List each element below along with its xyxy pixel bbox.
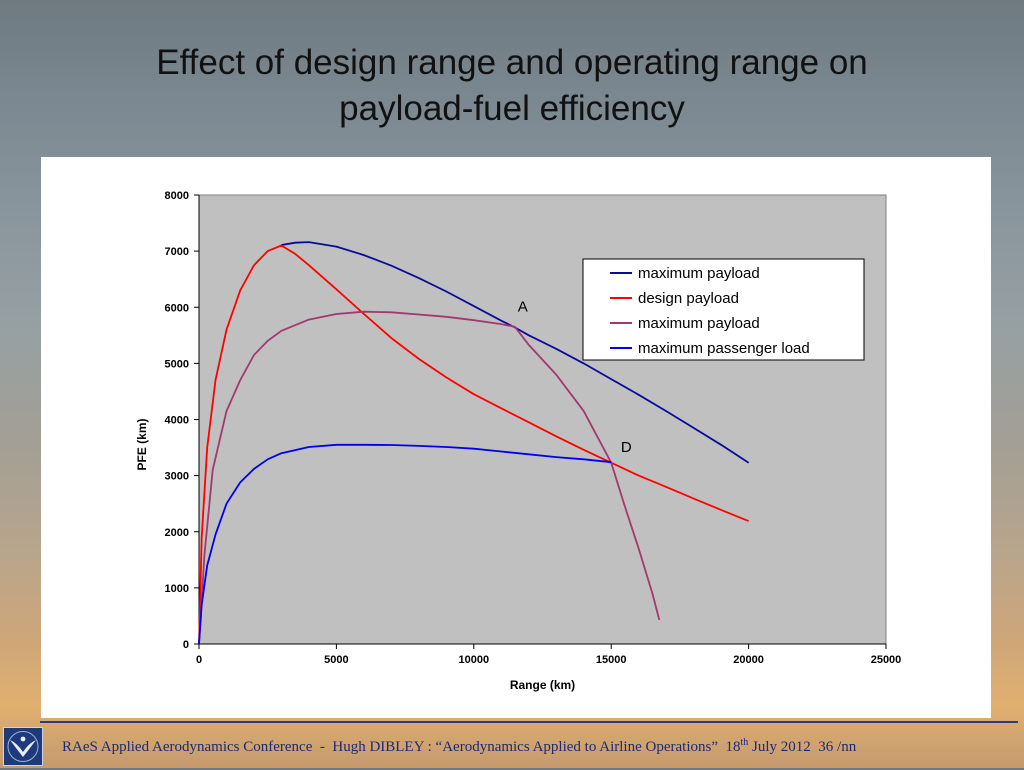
footer-separator: - — [319, 739, 325, 755]
slide-title-line-1: Effect of design range and operating ran… — [156, 43, 868, 82]
footer-author: Hugh DIBLEY : — [332, 739, 432, 755]
pfe-range-chart: 0 1000 2000 3000 4000 5000 6000 7000 8000 0 5000 10… — [135, 190, 902, 692]
y-axis-label: PFE (km) — [135, 418, 149, 470]
footer-date: July 2012 — [752, 739, 811, 755]
x-tick-label: 25000 — [871, 654, 902, 666]
footer-date-suffix: th — [740, 737, 749, 748]
y-tick-label: 4000 — [165, 415, 189, 427]
x-tick-label: 0 — [196, 654, 202, 666]
y-tick-label: 7000 — [165, 246, 189, 258]
footer-talk-title: “Aerodynamics Applied to Airline Operati… — [435, 739, 718, 755]
footer-divider — [40, 721, 1018, 723]
y-tick-label: 6000 — [165, 302, 189, 314]
x-tick-label: 10000 — [459, 654, 490, 666]
legend-label: maximum payload — [638, 315, 760, 332]
chart-panel: 0 1000 2000 3000 4000 5000 6000 7000 8000 0 5000 10… — [41, 157, 991, 718]
series-line-2 — [198, 244, 749, 645]
footer-text: RAeS Applied Aerodynamics Conference - H… — [62, 737, 1012, 759]
legend-label: maximum passenger load — [638, 340, 810, 357]
legend-label: design payload — [638, 290, 739, 307]
y-tick-label: 0 — [183, 639, 189, 651]
slide-title: Effect of design range and operating ran… — [40, 40, 984, 132]
legend-label: maximum payload — [638, 265, 760, 282]
legend-box — [582, 258, 865, 361]
y-tick-label: 1000 — [165, 583, 189, 595]
y-tick-label: 2000 — [165, 527, 189, 539]
x-tick-label: 20000 — [733, 654, 764, 666]
footer-date-day: 18 — [725, 739, 741, 755]
x-tick-label: 15000 — [596, 654, 627, 666]
y-tick-label: 5000 — [165, 358, 189, 370]
series-line-3 — [198, 310, 661, 645]
annotation-label-a: A — [518, 299, 528, 316]
annotation-label-d: D — [621, 439, 632, 456]
raes-eagle-logo-icon — [3, 727, 43, 766]
slide-title-line-2: payload-fuel efficiency — [339, 89, 685, 128]
x-tick-label: 5000 — [324, 654, 348, 666]
y-tick-label: 8000 — [165, 190, 189, 202]
series-line-4 — [198, 443, 612, 645]
x-axis-label: Range (km) — [510, 678, 575, 692]
footer-conference: RAeS Applied Aerodynamics Conference — [62, 739, 313, 755]
series-line-1 — [281, 241, 750, 464]
footer-page-number: 36 /nn — [818, 739, 857, 755]
y-tick-label: 3000 — [165, 471, 189, 483]
